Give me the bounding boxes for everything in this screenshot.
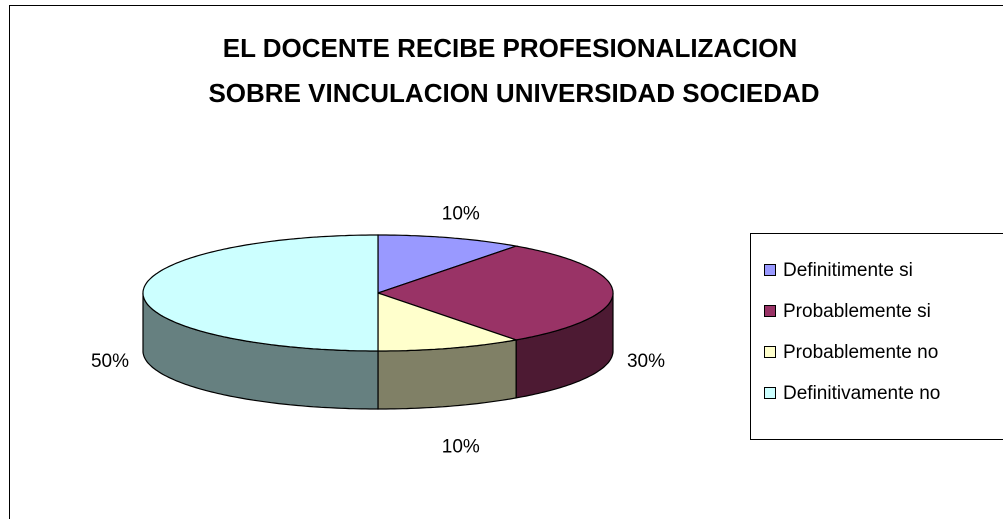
legend-label: Definitimente si xyxy=(783,260,913,281)
slice xyxy=(377,234,519,294)
legend-swatch xyxy=(764,264,776,276)
slice xyxy=(376,245,614,341)
slice xyxy=(377,292,519,352)
chart-title: SOBRE VINCULACION UNIVERSIDAD SOCIEDAD xyxy=(208,78,819,108)
legend-box xyxy=(750,233,1003,440)
legend-swatch xyxy=(764,387,776,399)
data-label: 10% xyxy=(442,204,480,225)
legend-swatch xyxy=(764,305,776,317)
slice xyxy=(142,234,379,352)
legend-label: Definitivamente no xyxy=(783,383,940,404)
data-label: 50% xyxy=(91,351,129,372)
data-label: 30% xyxy=(627,351,665,372)
data-label: 10% xyxy=(442,437,480,458)
legend-label: Probablemente no xyxy=(783,342,938,363)
legend-swatch xyxy=(764,346,776,358)
legend-label: Probablemente si xyxy=(783,301,931,322)
chart-title: EL DOCENTE RECIBE PROFESIONALIZACION xyxy=(223,33,797,63)
